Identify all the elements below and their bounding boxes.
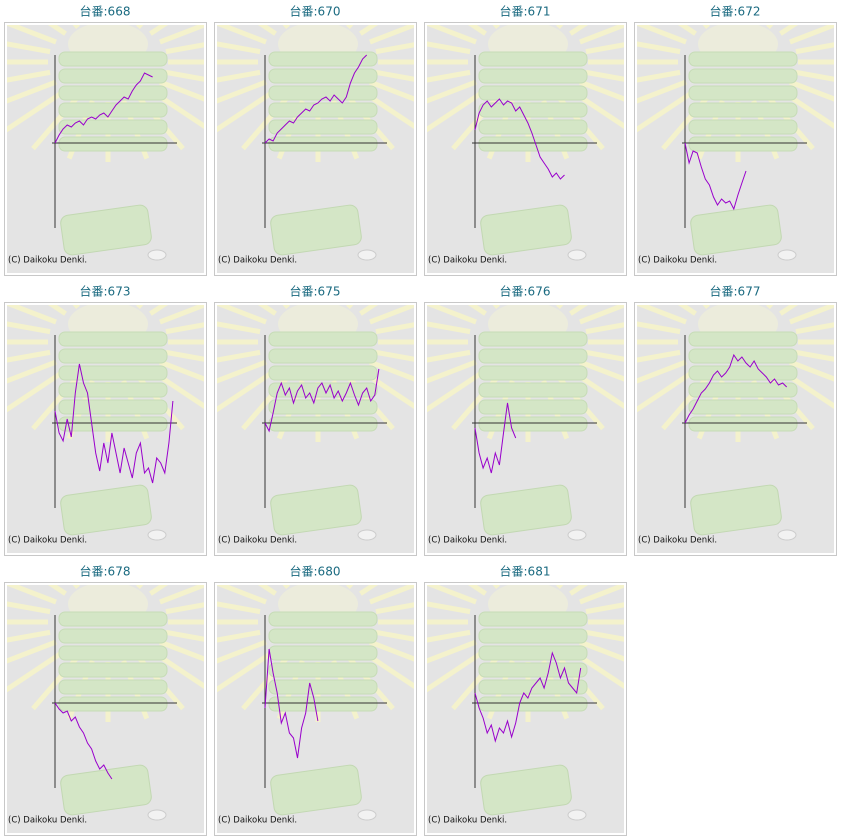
chart-title: 台番:671 xyxy=(500,4,551,19)
copyright: (C) Daikoku Denki. xyxy=(428,536,507,546)
data-line xyxy=(54,702,113,780)
background-art xyxy=(427,25,624,261)
data-line xyxy=(54,363,174,484)
copyright: (C) Daikoku Denki. xyxy=(428,816,507,826)
chart-title: 台番:678 xyxy=(80,564,131,579)
copyright: (C) Daikoku Denki. xyxy=(428,256,507,266)
chart-title: 台番:668 xyxy=(80,4,131,19)
copyright: (C) Daikoku Denki. xyxy=(8,536,87,546)
background-art xyxy=(7,305,204,541)
data-line xyxy=(474,651,582,743)
chart-title: 台番:681 xyxy=(500,564,551,579)
background-art xyxy=(217,585,414,821)
background-art xyxy=(217,25,414,261)
data-line xyxy=(474,98,565,180)
copyright: (C) Daikoku Denki. xyxy=(638,256,717,266)
copyright: (C) Daikoku Denki. xyxy=(8,816,87,826)
background-art xyxy=(427,585,624,821)
chart-title: 台番:672 xyxy=(710,4,761,19)
copyright: (C) Daikoku Denki. xyxy=(8,256,87,266)
background-art xyxy=(7,585,204,821)
chart-title: 台番:673 xyxy=(80,284,131,299)
chart-title: 台番:670 xyxy=(290,4,341,19)
data-line xyxy=(684,142,747,211)
copyright: (C) Daikoku Denki. xyxy=(218,536,297,546)
data-line xyxy=(264,368,380,433)
chart-title: 台番:675 xyxy=(290,284,341,299)
data-line xyxy=(54,72,153,144)
chart-title: 台番:680 xyxy=(290,564,341,579)
data-line xyxy=(264,54,368,144)
copyright: (C) Daikoku Denki. xyxy=(218,256,297,266)
data-line xyxy=(264,648,319,759)
copyright: (C) Daikoku Denki. xyxy=(638,536,717,546)
chart-title: 台番:676 xyxy=(500,284,551,299)
background-art xyxy=(637,25,834,261)
copyright: (C) Daikoku Denki. xyxy=(218,816,297,826)
background-art xyxy=(427,305,624,541)
chart-title: 台番:677 xyxy=(710,284,761,299)
data-line xyxy=(474,402,517,474)
data-line xyxy=(684,353,788,424)
